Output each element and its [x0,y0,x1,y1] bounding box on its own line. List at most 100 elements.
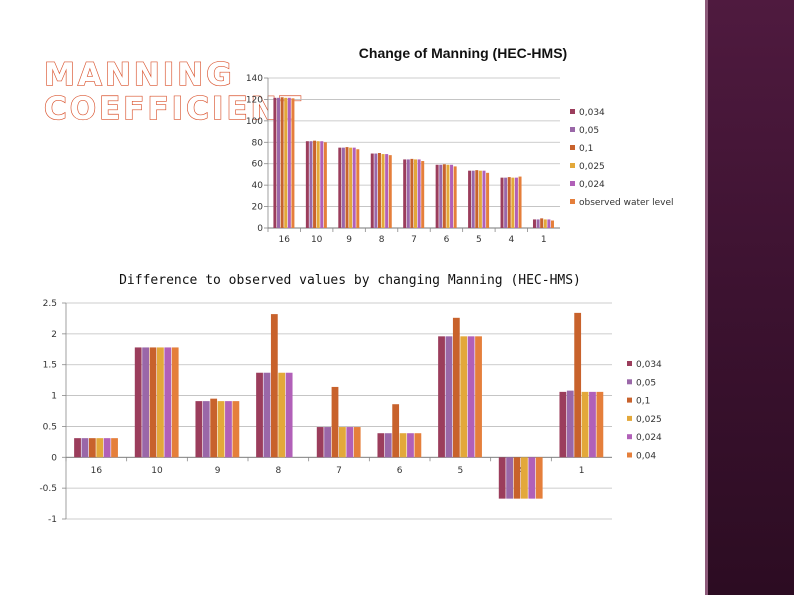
bar-0-025 [278,372,286,458]
bar-0-024 [320,141,324,228]
bar-observed-water-level [453,166,457,228]
y-tick-label: 0.5 [43,422,57,432]
x-tick-label: 6 [397,466,403,476]
bar-0-05 [384,433,392,458]
legend-swatch [570,163,575,168]
bar-0-05 [374,153,378,228]
bar-0-034 [559,391,567,458]
bar-0-1 [270,314,278,458]
bar-0-034 [468,170,472,228]
legend-swatch [570,145,575,150]
bar-0-05 [309,141,313,228]
bar-0-05 [406,159,410,228]
bar-0-024 [285,372,293,458]
bar-0-05 [142,347,149,458]
bar-0-1 [88,438,96,458]
x-tick-label: 16 [91,466,103,476]
legend-swatch [627,397,632,403]
y-tick-label: 40 [252,181,264,191]
bar-0-025 [543,219,547,228]
bar-0-025 [349,147,353,228]
bar-0-024 [225,401,232,458]
bar-0-025 [460,336,468,458]
side-panel-edge [705,0,708,595]
bar-0-034 [134,347,142,458]
bar-0-025 [96,438,104,458]
legend-swatch [570,127,575,132]
bar-0-05 [445,336,453,458]
x-tick-label: 7 [336,466,342,476]
bar-0-1 [410,158,414,228]
bar-0-024 [352,147,356,228]
bar-0-034 [377,433,385,458]
y-tick-label: 60 [252,160,264,170]
bar-0-024 [407,433,414,458]
x-tick-label: 5 [457,466,463,476]
legend-label: 0,024 [636,433,662,443]
bar-0-05 [566,390,574,458]
legend-swatch [627,379,632,385]
x-tick-label: 1 [579,466,585,476]
legend-label: 0,1 [636,397,650,407]
bar-0-034 [195,401,203,458]
bar-0-025 [284,97,288,228]
x-tick-label: 6 [444,235,450,245]
y-tick-label: -1 [48,515,57,525]
bar-0-1 [149,347,157,458]
y-tick-label: -0.5 [39,484,57,494]
legend-swatch [627,452,632,458]
bar-0-024 [547,219,551,228]
bar-0-05 [263,372,271,458]
bar-0-025 [339,427,346,458]
bar-0-025 [511,177,515,228]
x-tick-label: 10 [311,235,323,245]
bar-0-024 [589,391,596,458]
y-tick-label: 1 [51,392,57,402]
bar-0-1 [475,170,479,228]
y-tick-label: 2.5 [43,299,57,309]
legend-label: 0,05 [579,126,599,136]
x-tick-label: 9 [215,466,221,476]
bar-0-025 [217,401,225,458]
bar-0-05 [202,401,210,458]
y-tick-label: 0 [51,453,57,463]
y-tick-label: 1.5 [43,361,57,371]
bar-0-034 [305,141,309,228]
bar-0-05 [536,219,540,228]
bar-0-034 [74,438,81,458]
bar-observed-water-level [356,149,360,228]
legend-label: 0,025 [579,162,605,172]
bar-0-04 [353,427,361,458]
bar-0-1 [313,140,317,228]
bar-0-1 [392,404,400,458]
bar-0-05 [471,170,475,228]
legend-label: 0,025 [636,415,662,425]
x-tick-label: 8 [275,466,281,476]
bar-0-025 [316,141,320,228]
bar-0-1 [442,164,446,228]
legend-swatch [627,361,632,366]
legend-label: observed water level [579,198,674,208]
bar-observed-water-level [421,161,425,228]
x-tick-label: 5 [476,235,482,245]
x-tick-label: 7 [411,235,417,245]
bar-0-034 [273,97,277,228]
bar-observed-water-level [388,155,392,228]
bar-0-05 [81,438,89,458]
legend-label: 0,05 [636,378,656,388]
bar-0-024 [450,164,454,228]
bar-0-1 [513,457,521,499]
bar-0-04 [414,433,422,458]
bar-0-05 [506,457,513,499]
legend-label: 0,024 [579,180,605,190]
legend-swatch [570,181,575,186]
bar-0-034 [316,427,324,458]
bar-0-024 [514,177,518,228]
bar-0-1 [574,312,582,458]
bar-0-024 [287,97,291,228]
bar-0-034 [435,164,439,228]
bar-0-04 [232,401,240,458]
bar-0-024 [482,170,486,228]
bar-0-024 [528,457,536,499]
